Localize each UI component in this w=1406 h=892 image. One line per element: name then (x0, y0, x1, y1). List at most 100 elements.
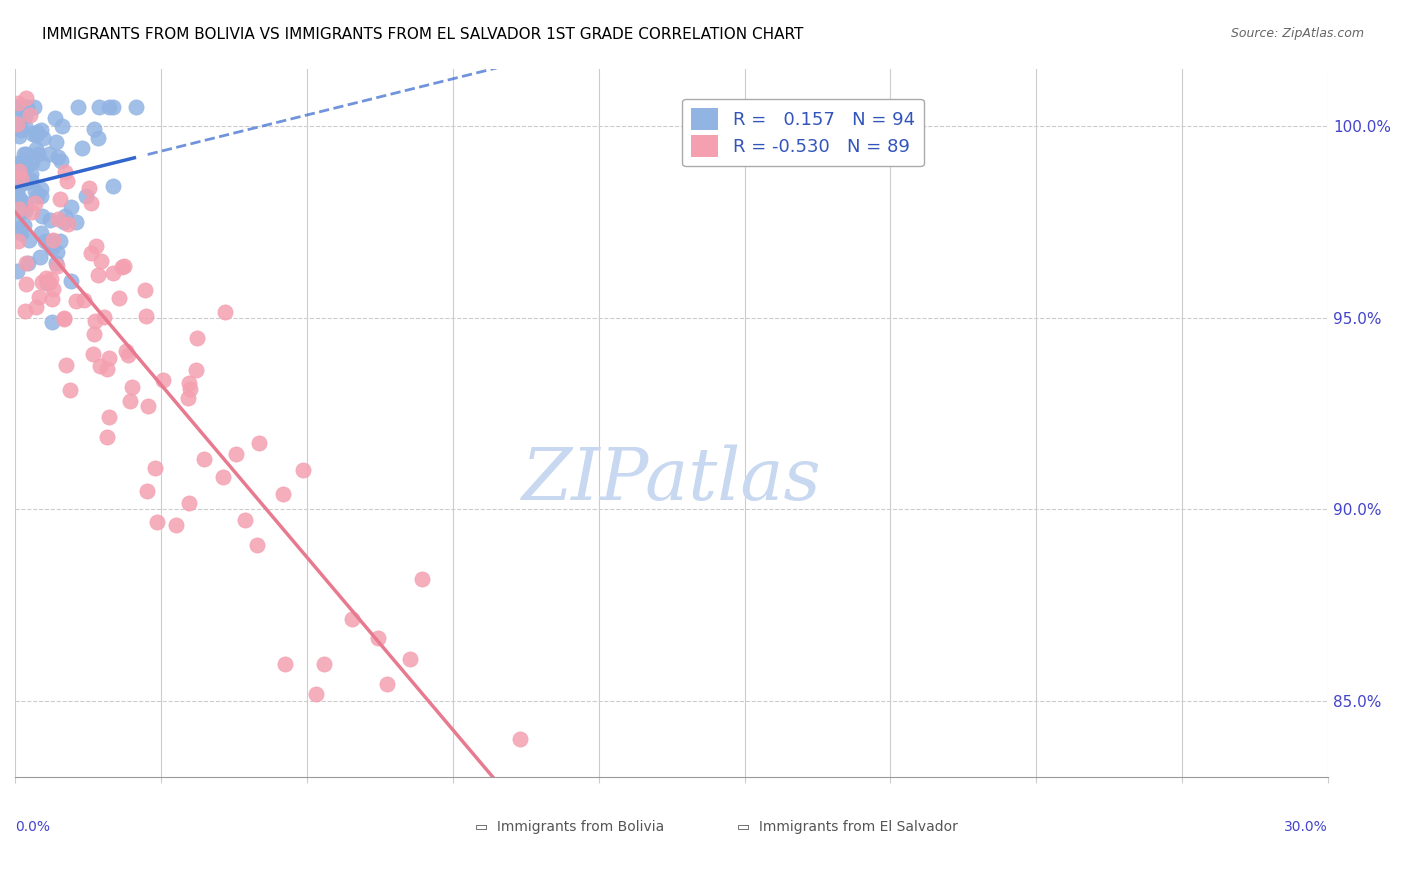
Point (7, 170, 30, 185)
Point (38, 146, 60, 161)
Point (143, 460, 166, 475)
Point (8, 220, 31, 235)
Text: 30.0%: 30.0% (1285, 820, 1329, 834)
Point (118, 394, 141, 409)
Point (15, 169, 38, 184)
Point (98, 351, 121, 365)
Point (38, 237, 60, 252)
Point (14, 303, 37, 318)
Point (45, 136, 67, 150)
Point (42, 282, 65, 296)
Point (46, 150, 69, 164)
Point (179, 382, 201, 396)
Point (20, 167, 42, 181)
Point (45, 244, 67, 259)
Point (96, 430, 118, 444)
Point (30, 250, 52, 264)
Point (212, 469, 235, 483)
Point (8, 194, 31, 208)
Point (8, 164, 31, 178)
Point (75, 189, 97, 203)
Point (98, 100, 121, 114)
Point (65, 215, 87, 229)
Point (55, 173, 77, 187)
Point (247, 435, 270, 450)
Point (49, 234, 72, 248)
Point (27, 146, 49, 161)
Text: 0.0%: 0.0% (15, 820, 51, 834)
Point (10, 164, 32, 178)
Point (51, 119, 73, 133)
Point (13, 219, 35, 233)
Point (10, 203, 32, 218)
Point (214, 305, 236, 319)
Point (41, 241, 63, 255)
Point (273, 657, 295, 671)
Point (233, 513, 256, 527)
Point (13, 176, 35, 190)
Point (21, 127, 44, 141)
Point (340, 612, 363, 626)
Point (10, 123, 32, 137)
Point (96, 361, 118, 376)
Point (25, 300, 48, 314)
Point (399, 652, 422, 666)
Point (6, 161, 28, 175)
Point (6, 186, 28, 201)
Point (136, 484, 159, 499)
Point (136, 399, 159, 413)
Point (6, 100, 28, 114)
Point (45, 256, 67, 270)
Point (24, 128, 46, 142)
Point (39, 272, 62, 286)
Point (15, 146, 38, 161)
Point (49, 192, 72, 206)
Point (10, 174, 32, 188)
Point (67, 100, 90, 114)
Point (8, 202, 31, 217)
Point (10, 171, 32, 186)
Point (20, 205, 42, 219)
Point (305, 687, 328, 701)
Point (93, 310, 115, 324)
Point (121, 379, 143, 393)
Point (411, 572, 433, 586)
Point (58, 218, 80, 232)
Point (13, 147, 35, 161)
Point (101, 267, 124, 281)
Point (271, 487, 294, 501)
Point (152, 373, 174, 387)
Point (89, 100, 111, 114)
Point (177, 391, 200, 405)
Point (6, 264, 28, 278)
Point (17, 233, 39, 247)
Point (509, 731, 531, 746)
Point (21, 155, 44, 169)
Point (312, 657, 335, 671)
Point (44, 111, 66, 125)
Point (31, 275, 53, 289)
Point (42, 233, 65, 247)
Point (53, 209, 76, 223)
Point (193, 451, 215, 466)
Point (145, 515, 167, 529)
Point (225, 447, 247, 461)
Point (375, 676, 398, 690)
Point (6, 163, 28, 178)
Text: IMMIGRANTS FROM BOLIVIA VS IMMIGRANTS FROM EL SALVADOR 1ST GRADE CORRELATION CHA: IMMIGRANTS FROM BOLIVIA VS IMMIGRANTS FR… (42, 27, 804, 42)
Point (14, 100, 37, 114)
Point (186, 331, 208, 345)
Point (51, 153, 73, 168)
Point (20, 173, 42, 187)
Point (24, 196, 46, 211)
Point (32, 131, 55, 145)
Point (7, 179, 30, 194)
Point (28, 290, 51, 304)
Point (80, 196, 103, 211)
Point (90, 253, 112, 268)
Point (18, 108, 41, 122)
Point (10, 227, 32, 241)
Point (14, 119, 37, 133)
Point (55, 358, 77, 372)
Point (8, 192, 31, 206)
